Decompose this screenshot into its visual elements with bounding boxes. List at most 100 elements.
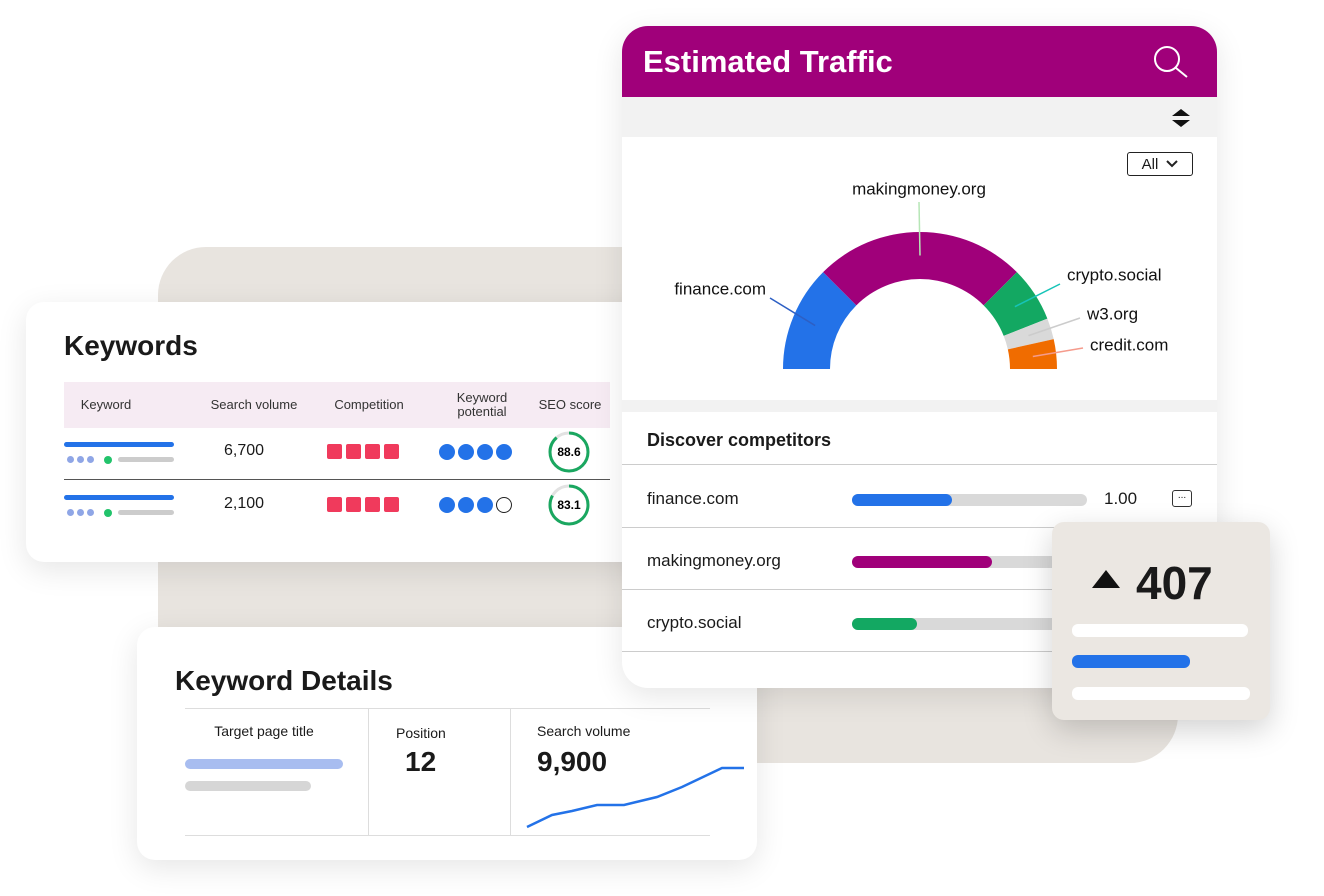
more-button[interactable]: ... [1172,490,1192,507]
row-divider [64,479,610,480]
search-volume: 2,100 [223,495,265,512]
competition-square [327,497,342,512]
track-fill [852,618,917,630]
dot [77,456,84,463]
competition-square [365,497,380,512]
divider [622,651,1217,652]
column-header: SEO score [538,397,602,412]
popup-card: 407 [1052,522,1270,720]
donut-segment [983,272,1048,336]
keywords-title: Keywords [64,330,198,361]
seo-ring: 83.1 [548,484,590,526]
segment-label: finance.com [674,279,766,298]
potential-dot [477,444,493,460]
dot [104,509,112,517]
leader-line [1032,347,1084,358]
arrow-shape [1092,570,1120,588]
search-handle [1175,67,1188,78]
potential-dot [496,497,512,513]
details-title: Keyword Details [175,665,393,696]
traffic-title: Estimated Traffic [643,44,893,79]
track [852,494,1087,506]
potential-dot [458,444,474,460]
filter-dropdown[interactable]: All [1127,152,1193,176]
segment-label: credit.com [1090,335,1168,354]
segment-label: w3.org [1086,304,1138,323]
donut-segment [1007,339,1057,369]
dot [67,456,74,463]
competition-square [365,444,380,459]
placeholder-bar [118,510,174,515]
donut-segment [783,272,857,369]
column-header: Competition [334,397,404,412]
leader-line [1014,283,1061,308]
seo-ring: 88.6 [548,431,590,473]
divider [622,464,1217,465]
sort-arrows [1172,109,1190,127]
column-header: Keyword potential [456,390,508,419]
placeholder-bar [118,457,174,462]
seo-score: 83.1 [557,498,581,512]
potential-dot [439,444,455,460]
sparkline [526,766,744,829]
position-label: Position [396,725,446,741]
position-value: 12 [405,746,437,777]
sort-icon[interactable] [1170,106,1194,130]
divider [622,527,1217,528]
potential-dot [458,497,474,513]
placeholder-bar [64,442,174,447]
potential-dot [477,497,493,513]
competition-square [384,497,399,512]
up-arrow [1092,570,1120,588]
potential-dot [496,444,512,460]
leader-line [918,201,921,256]
dot [104,456,112,464]
column-header: Keyword [80,397,132,412]
placeholder-bar [1072,687,1250,700]
volume-value: 9,900 [537,746,608,777]
chevron-path [1166,160,1179,168]
segment-label: crypto.social [1067,265,1161,284]
track [852,556,1087,568]
donut-segment [823,232,1017,306]
leader-line [769,297,816,327]
popup-value: 407 [1136,557,1213,609]
competition-square [346,444,361,459]
dot [87,456,94,463]
competitor-score: 1.00 [1104,489,1138,508]
column-header: Search volume [210,397,298,412]
traffic-header: Estimated Traffic [622,26,1217,97]
placeholder-bar [1072,655,1190,668]
keywords-card: Keywords Keyword Search volume Competiti… [26,302,666,562]
divider [368,708,369,835]
track [852,618,1087,630]
competitor-name: makingmoney.org [647,551,781,570]
placeholder-bar [64,495,174,500]
divider [510,708,511,835]
search-volume: 6,700 [223,442,265,459]
competition-square [384,444,399,459]
search-lens [1154,46,1180,72]
chevron [1166,160,1179,168]
competitor-name: crypto.social [647,613,742,632]
competitor-name: finance.com [647,489,739,508]
search-icon[interactable] [1152,44,1192,80]
competition-square [327,444,342,459]
ring-arc [548,484,590,526]
filter-label: All [1141,155,1159,173]
competition-square [346,497,361,512]
dot [67,509,74,516]
divider [185,708,710,709]
seo-score: 88.6 [557,445,581,459]
track-fill [852,494,952,506]
half-donut-chart: finance.com makingmoney.org crypto.social w… [674,179,1168,369]
volume-label: Search volume [537,723,631,739]
placeholder-bar [1072,624,1248,637]
ring-arc [548,431,590,473]
table-header: Keyword Search volume Competition Keywor… [64,382,610,428]
leader-line [1028,317,1081,337]
competitors-title: Discover competitors [647,430,832,450]
segment-label: makingmoney.org [852,179,986,198]
donut-segment [1003,318,1054,350]
